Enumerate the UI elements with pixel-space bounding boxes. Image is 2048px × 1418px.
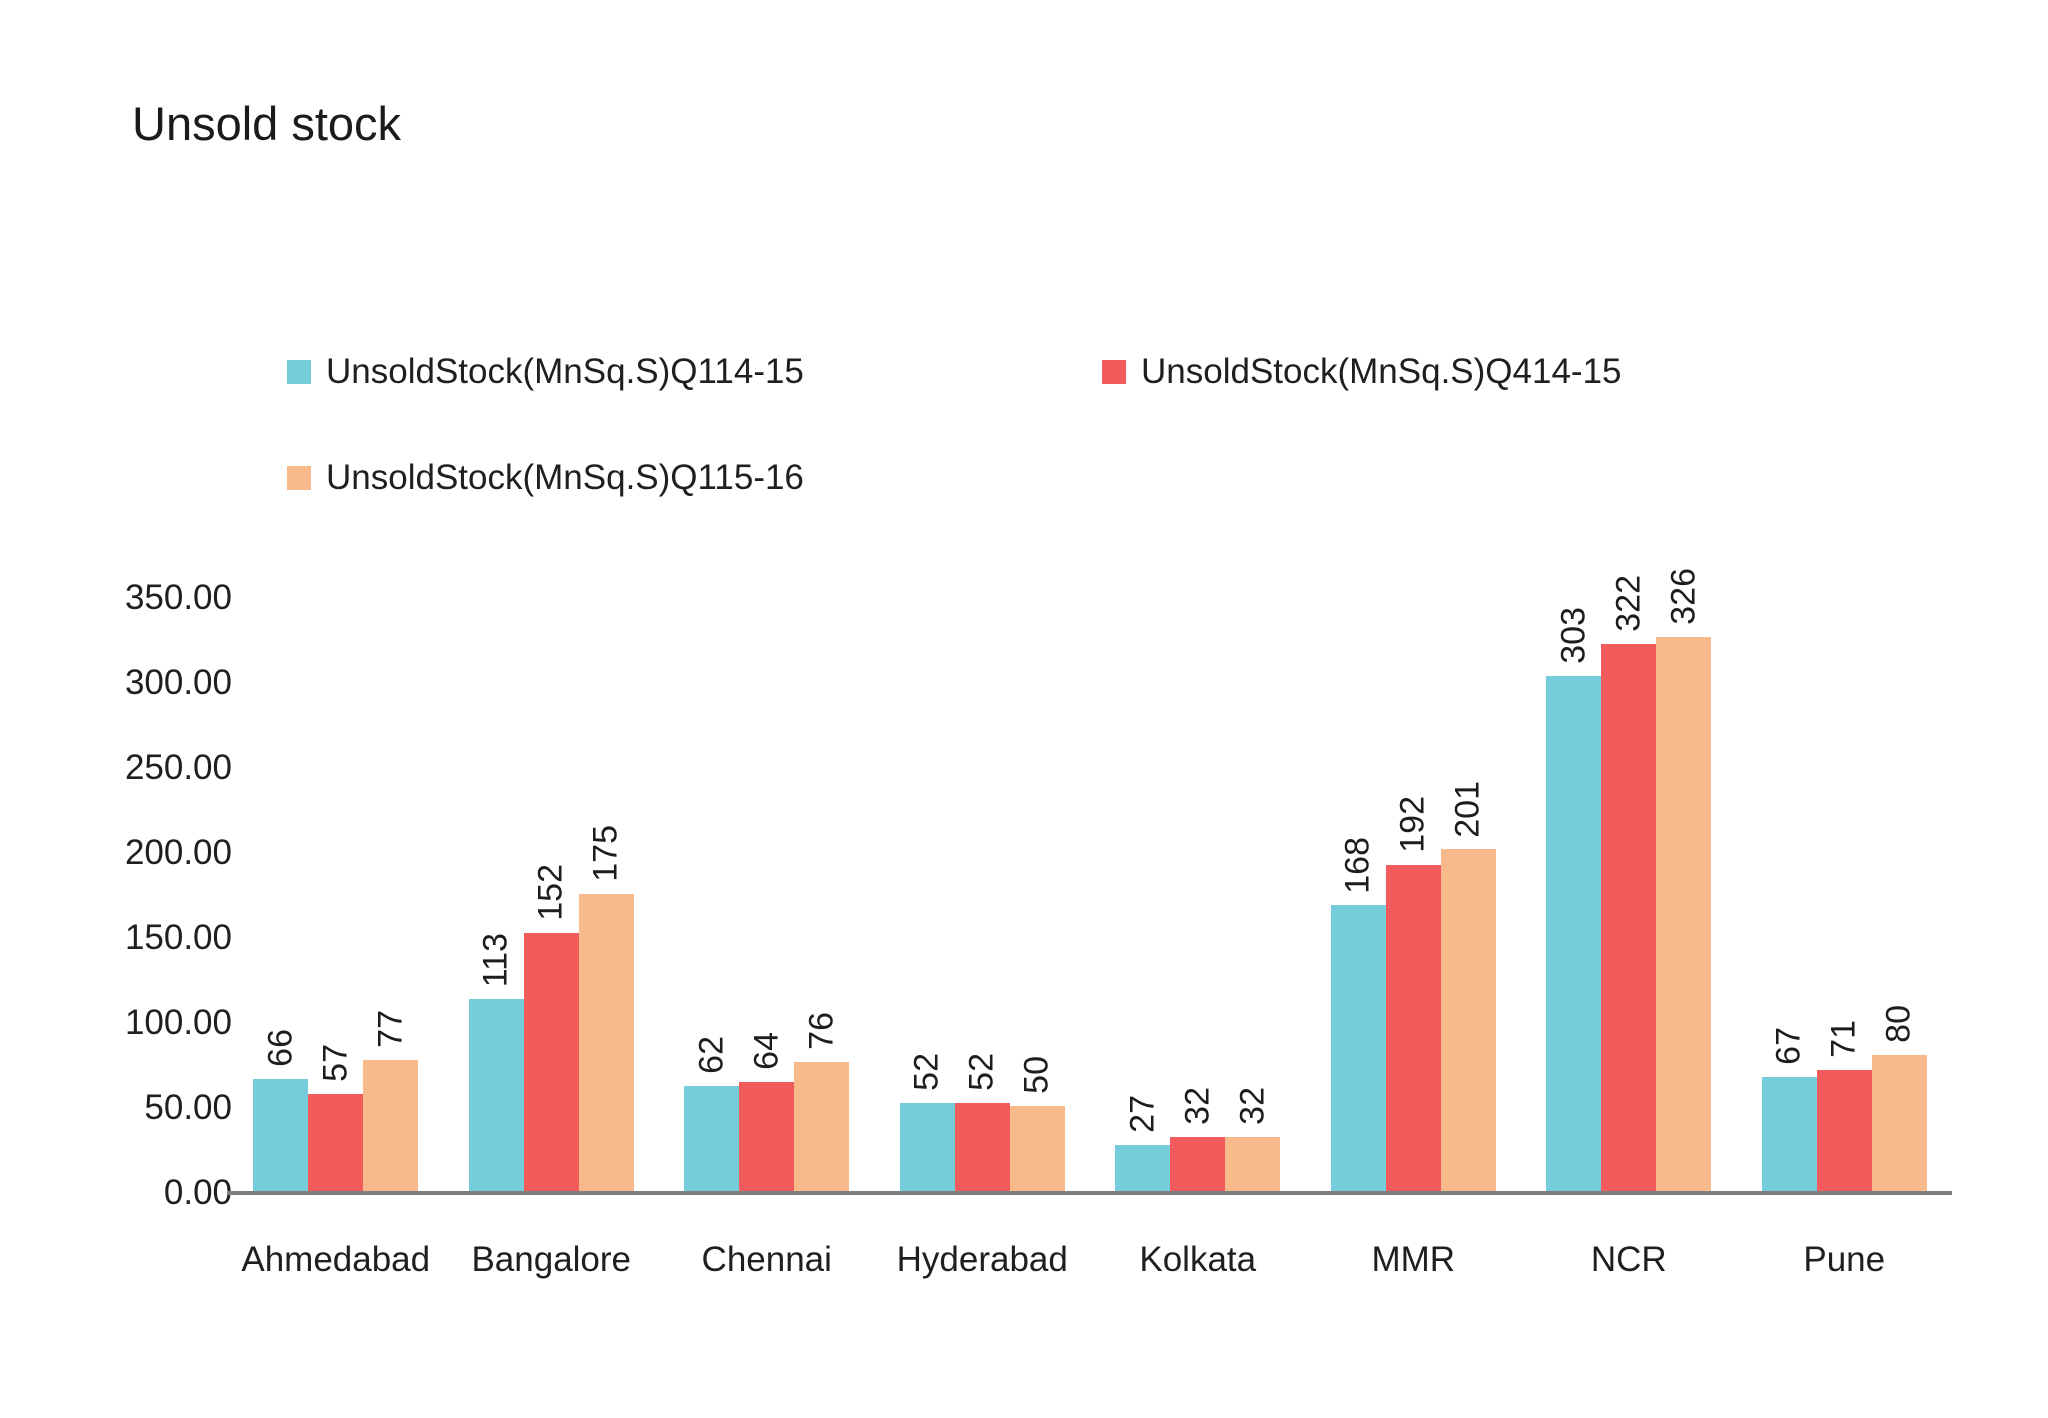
bar (363, 1060, 419, 1191)
legend-swatch-icon (287, 360, 311, 384)
legend-label: UnsoldStock(MnSq.S)Q114-15 (326, 352, 804, 391)
x-axis-label: Chennai (701, 1240, 832, 1279)
bar (578, 893, 634, 1191)
bar (1871, 1055, 1927, 1191)
bar-value-label: 113 (476, 932, 515, 987)
bar (308, 1094, 364, 1191)
bar (1440, 849, 1496, 1191)
legend-item-q115-16: UnsoldStock(MnSq.S)Q115-16 (287, 458, 804, 498)
legend-label: UnsoldStock(MnSq.S)Q414-15 (1141, 352, 1622, 391)
y-axis-tick: 300.00 (124, 663, 232, 702)
y-axis-tick: 50.00 (144, 1088, 232, 1127)
bar-value-label: 52 (962, 1052, 1001, 1091)
bar-value-label: 52 (907, 1052, 946, 1091)
bar-value-label: 57 (316, 1044, 355, 1083)
bar (1601, 643, 1657, 1191)
y-axis-tick: 150.00 (124, 918, 232, 957)
x-axis-label: MMR (1371, 1240, 1456, 1279)
legend-item-q414-15: UnsoldStock(MnSq.S)Q414-15 (1102, 352, 1622, 392)
bar (1009, 1106, 1065, 1191)
bar-value-label: 77 (371, 1010, 410, 1049)
bar-value-label: 152 (531, 863, 570, 921)
bar-value-label: 64 (747, 1032, 786, 1071)
x-axis-label: Ahmedabad (241, 1240, 431, 1279)
x-axis-label: Hyderabad (896, 1240, 1068, 1279)
bar-value-label: 32 (1178, 1086, 1217, 1125)
bar-value-label: 168 (1338, 836, 1377, 894)
bar (1656, 636, 1712, 1191)
x-axis-line (228, 1191, 1952, 1195)
bar (1816, 1070, 1872, 1191)
legend-label: UnsoldStock(MnSq.S)Q115-16 (326, 458, 804, 497)
x-axis-label: Kolkata (1139, 1240, 1257, 1279)
y-axis-tick: 250.00 (124, 748, 232, 787)
bar-value-label: 80 (1879, 1005, 1918, 1043)
bar-value-label: 32 (1233, 1086, 1272, 1125)
bar-value-label: 66 (261, 1028, 300, 1067)
bar-value-label: 322 (1609, 574, 1648, 632)
legend-item-q114-15: UnsoldStock(MnSq.S)Q114-15 (287, 352, 804, 392)
bar (1115, 1145, 1171, 1191)
bar-value-label: 76 (802, 1011, 841, 1050)
bar (954, 1102, 1010, 1191)
y-axis-tick: 200.00 (124, 833, 232, 872)
bar (253, 1078, 309, 1191)
legend-swatch-icon (1102, 360, 1126, 384)
bar-value-label: 27 (1123, 1095, 1162, 1134)
bar (1330, 905, 1386, 1191)
bar-value-label: 50 (1017, 1056, 1056, 1094)
bar (684, 1085, 740, 1191)
legend-swatch-icon (287, 466, 311, 490)
x-axis-label: NCR (1590, 1240, 1667, 1279)
y-axis-tick: 0.00 (163, 1173, 232, 1212)
y-axis-tick: 350.00 (124, 578, 232, 617)
bar-value-label: 201 (1448, 780, 1487, 838)
chart-title: Unsold stock (132, 97, 402, 150)
bar-value-label: 62 (692, 1035, 731, 1074)
bar (1170, 1136, 1226, 1191)
bar-value-label: 67 (1769, 1027, 1808, 1066)
bar-value-label: 71 (1824, 1020, 1863, 1059)
legend: UnsoldStock(MnSq.S)Q114-15 UnsoldStock(M… (287, 352, 1787, 532)
bar (1225, 1136, 1281, 1191)
bar (899, 1102, 955, 1191)
bar-value-label: 303 (1554, 607, 1593, 664)
bar (468, 998, 524, 1191)
x-axis-label: Bangalore (471, 1240, 632, 1279)
bar (739, 1082, 795, 1191)
bar (794, 1061, 850, 1191)
x-axis-label: Pune (1803, 1240, 1886, 1279)
bar (1761, 1077, 1817, 1191)
bar-value-label: 326 (1664, 568, 1703, 625)
bar-value-label: 175 (586, 824, 625, 882)
y-axis-tick: 100.00 (124, 1003, 232, 1042)
bar (1546, 675, 1602, 1191)
bar-value-label: 192 (1393, 795, 1432, 853)
bar (523, 932, 579, 1191)
bar (1385, 864, 1441, 1191)
